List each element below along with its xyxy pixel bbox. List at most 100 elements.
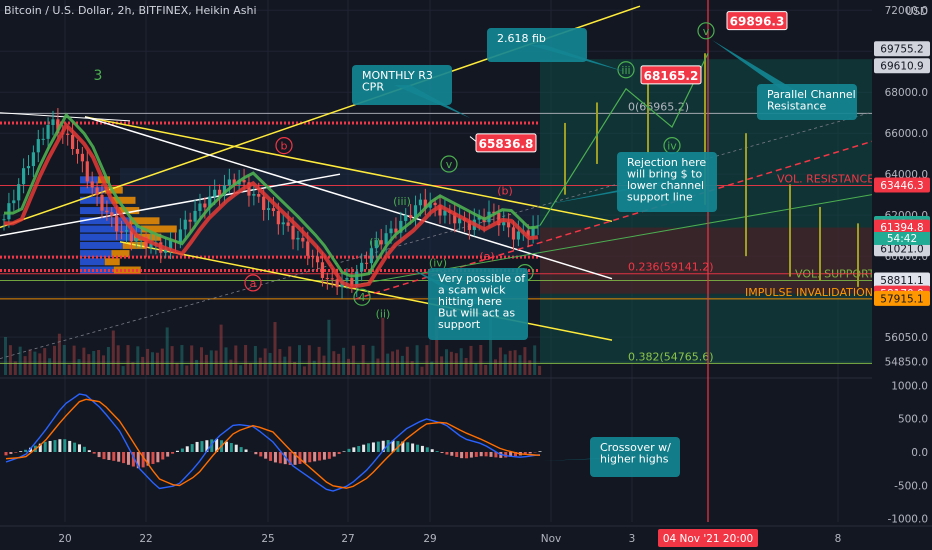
volume-bar-55: [273, 322, 277, 375]
candle-body-6: [31, 152, 35, 167]
macd-hist-89: [440, 452, 444, 453]
candle-body-33: [164, 248, 168, 253]
price-tick-0: 54850.0: [885, 357, 928, 369]
callout-fib-box: [487, 28, 587, 62]
callout-crossover[interactable]: Crossover w/higher highs: [542, 437, 680, 477]
macd-hist-94: [465, 452, 469, 459]
trendline-1: [84, 116, 613, 223]
price-label-6: 58811.1: [880, 275, 923, 287]
macd-hist-36: [180, 448, 184, 452]
macd-hist-79: [391, 440, 395, 452]
price-label-5: 61021.0: [880, 244, 923, 256]
candle-body-14: [70, 134, 75, 149]
volume-bar-71: [351, 345, 355, 375]
macd-hist-3: [19, 451, 23, 452]
crosshair-time-label: 04 Nov '21 20:00: [663, 533, 753, 545]
candle-body-11: [56, 119, 60, 134]
volume-bar-15: [77, 359, 81, 375]
volume-bar-0: [4, 337, 7, 375]
candle-body-80: [394, 228, 398, 233]
candle-body-83: [409, 215, 413, 218]
volume-bar-78: [386, 353, 390, 375]
macd-hist-104: [514, 452, 518, 457]
volume-bar-54: [268, 352, 272, 375]
macd-hist-23: [117, 452, 121, 462]
volume-bar-53: [263, 348, 267, 375]
macd-hist-106: [523, 452, 527, 455]
volume-bar-57: [283, 356, 287, 375]
candle-body-41: [203, 203, 207, 208]
callout-scam-wick-line-0: Very possible of: [438, 272, 526, 285]
candle-body-22: [110, 212, 114, 216]
volume-bar-76: [376, 358, 380, 375]
volume-bar-blue-8: [80, 250, 112, 258]
volume-bar-20: [102, 355, 105, 375]
candle-body-44: [217, 189, 222, 195]
time-tick-1: 22: [139, 533, 152, 545]
macd-hist-28: [141, 452, 145, 468]
wave-b-right: (b): [497, 185, 513, 198]
wave-b-upper: b: [281, 140, 288, 153]
candle-body-51: [252, 193, 256, 196]
volume-bar-35: [175, 362, 179, 375]
candle-body-102: [502, 222, 506, 226]
volume-bar-97: [479, 345, 483, 375]
volume-bar-74: [366, 364, 370, 375]
macd-pane: 1000.0 500.0 0.0 -500.0 -1000.0: [4, 380, 928, 526]
time-tick-3: 27: [341, 533, 354, 545]
volume-bar-blue-5: [80, 225, 141, 233]
volume-bar-64: [317, 346, 321, 375]
ma-red: [4, 121, 539, 289]
macd-hist-77: [381, 440, 385, 452]
volume-bar-orange-9: [104, 258, 120, 266]
level-label-impulse-invalidation: IMPULSE INVALIDATION: [745, 286, 873, 299]
callout-scam-wick-line-3: But will act as: [438, 307, 515, 320]
macd-hist-33: [166, 452, 170, 457]
volume-bar-blue-4: [80, 217, 130, 225]
callout-parallel-line-0: Parallel Channel: [767, 88, 856, 101]
callout-scam-wick-line-2: hitting here: [438, 295, 502, 308]
callout-rejection-line-0: Rejection here: [627, 156, 706, 169]
candle-body-21: [105, 210, 109, 213]
volume-bar-7: [38, 353, 42, 375]
macd-tick-2: 0.0: [911, 447, 928, 459]
volume-bar-109: [538, 365, 542, 375]
price-label-2: 63446.3: [880, 180, 923, 192]
macd-hist-109: [538, 451, 542, 452]
callout-crossover-line-1: higher highs: [600, 453, 669, 466]
macd-hist-12: [63, 439, 67, 452]
volume-bar-8: [43, 348, 47, 375]
candle-body-70: [345, 278, 349, 280]
volume-bar-orange-10: [113, 266, 141, 274]
volume-bar-73: [361, 345, 365, 375]
wave-3: 3: [94, 68, 103, 84]
macd-hist-78: [386, 440, 390, 452]
price-label-8: 57915.1: [880, 293, 923, 305]
volume-bar-24: [121, 366, 125, 375]
macd-hist-91: [450, 452, 454, 456]
countdown-box: [874, 231, 930, 245]
volume-bar-28: [141, 356, 145, 375]
volume-bar-60: [298, 345, 301, 375]
volume-bar-blue-0: [80, 176, 98, 184]
volume-bar-52: [258, 357, 262, 375]
volume-bar-14: [72, 345, 76, 375]
callout-fib[interactable]: 2.618 fib: [487, 28, 626, 72]
candle-body-93: [458, 218, 462, 224]
callout-scam-wick-box: [428, 268, 528, 340]
price-label-box-2: [874, 177, 930, 193]
wave-iv-small: (iv): [429, 256, 447, 269]
currency-label: USD: [906, 6, 928, 18]
candle-body-7: [36, 139, 40, 153]
callout-rejection-line-1: will bring $ to: [627, 168, 702, 181]
volume-bar-25: [126, 345, 130, 375]
macd-hist-13: [68, 440, 72, 452]
level-label-fib-0236: 0.236(59141.2): [628, 261, 714, 274]
candle-body-9: [46, 124, 50, 139]
